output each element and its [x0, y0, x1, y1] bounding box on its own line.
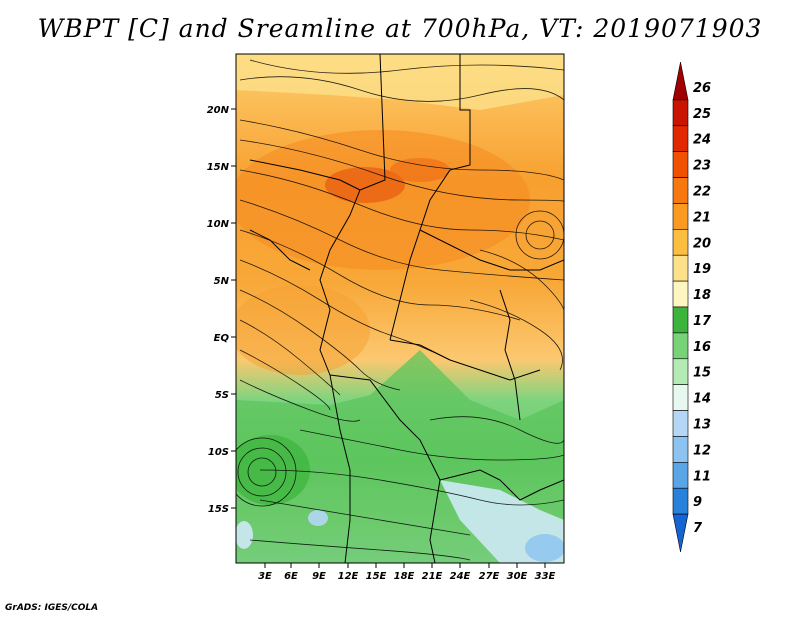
colorbar-label: 7 [693, 521, 703, 536]
colorbar-swatch [672, 306, 689, 334]
lon-label: 24E [450, 571, 471, 582]
colorbar-label: 25 [693, 107, 711, 122]
colorbar-swatch [672, 125, 689, 152]
colorbar-label: 9 [693, 495, 702, 510]
colorbar-label: 16 [693, 340, 711, 355]
lat-label: 5S [215, 390, 229, 401]
colorbar-label: 14 [693, 392, 711, 407]
colorbar-swatch [672, 513, 689, 553]
map-frame [235, 53, 565, 564]
colorbar-swatch [672, 254, 689, 282]
country-borders [249, 54, 564, 563]
colorbar-swatch [672, 487, 689, 515]
lat-label: 20N [207, 105, 230, 116]
longitude-axis: 3E 6E 9E 12E 15E 18E 21E 24E 27E 30E 33E [258, 563, 556, 582]
colorbar-label: 23 [693, 159, 711, 174]
lat-label: 10S [208, 447, 229, 458]
colorbar-swatch [672, 177, 689, 204]
colorbar-label: 13 [693, 418, 711, 433]
colorbar-label: 24 [693, 133, 711, 148]
colorbar-swatch [672, 99, 689, 127]
lon-label: 30E [507, 571, 528, 582]
colorbar-swatch [672, 410, 689, 437]
colorbar-swatch [672, 462, 689, 489]
lat-label: 10N [207, 219, 230, 230]
colorbar-label: 11 [693, 469, 711, 484]
colorbar-swatch [672, 436, 689, 463]
wbpt-field [236, 54, 564, 563]
colorbar-label: 17 [693, 314, 712, 329]
colorbar-label: 21 [693, 210, 711, 225]
colorbar-label: 26 [693, 81, 711, 96]
lat-label: EQ [214, 333, 230, 344]
colorbar-label: 12 [693, 443, 711, 458]
colorbar: 26 25 24 23 22 21 20 19 18 17 16 15 14 13 12 11 9 7 [672, 61, 712, 553]
lat-label: 15S [208, 504, 229, 515]
colorbar-label: 19 [693, 262, 711, 277]
lon-label: 6E [284, 571, 298, 582]
lon-label: 15E [366, 571, 387, 582]
colorbar-swatch [672, 358, 689, 385]
colorbar-swatch [672, 151, 689, 178]
colorbar-swatch [672, 332, 689, 360]
colorbar-label: 15 [693, 366, 711, 381]
footer-credit: GrADS: IGES/COLA [5, 603, 99, 613]
colorbar-swatch [672, 280, 689, 308]
lon-label: 33E [535, 571, 556, 582]
colorbar-label: 22 [693, 185, 711, 200]
chart-title: WBPT [C] and Sreamline at 700hPa, VT: 20… [37, 14, 763, 43]
latitude-axis: 20N 15N 10N 5N EQ 5S 10S 15S [207, 105, 236, 515]
colorbar-swatch [672, 229, 689, 256]
colorbar-swatch [672, 384, 689, 411]
lat-label: 5N [214, 276, 230, 287]
lon-label: 21E [422, 571, 443, 582]
colorbar-swatch [672, 61, 689, 101]
lon-label: 18E [394, 571, 415, 582]
lon-label: 3E [258, 571, 272, 582]
lon-label: 9E [312, 571, 326, 582]
colorbar-label: 18 [693, 288, 711, 303]
lon-label: 27E [479, 571, 500, 582]
lon-label: 12E [338, 571, 359, 582]
colorbar-swatch [672, 203, 689, 230]
lat-label: 15N [207, 162, 230, 173]
colorbar-label: 20 [693, 236, 711, 251]
streamlines [236, 59, 564, 561]
